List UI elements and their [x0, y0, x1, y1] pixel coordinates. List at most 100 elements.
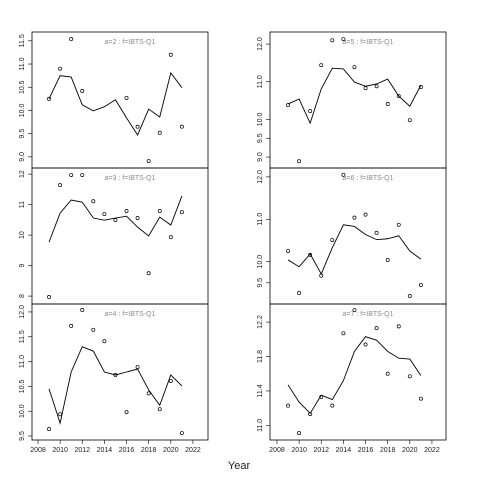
data-point: [341, 37, 346, 42]
x-tick-label: 2010: [52, 447, 68, 454]
y-tick-label: 9.5: [19, 431, 26, 441]
data-point: [297, 431, 302, 436]
y-tick-label: 9: [19, 264, 26, 268]
panel-title: a=5 : f=IBTS-Q1: [343, 39, 394, 46]
data-point: [157, 130, 162, 135]
y-tick-label: 9.0: [19, 152, 26, 162]
data-point: [135, 365, 140, 369]
data-point: [58, 183, 63, 188]
fit-line: [287, 67, 422, 125]
data-point: [297, 159, 302, 164]
y-tick-label: 12: [19, 170, 26, 178]
data-point: [146, 159, 151, 163]
data-point: [418, 396, 423, 401]
x-tick-label: 2016: [119, 447, 135, 454]
data-point: [385, 257, 390, 262]
panel-title: a=3 : f=IBTS-Q1: [105, 175, 156, 182]
data-point: [352, 65, 357, 69]
x-tick-label: 2020: [163, 447, 179, 454]
data-point: [102, 212, 107, 216]
y-tick-label: 12.0: [257, 170, 264, 184]
data-point: [69, 323, 74, 328]
x-tick-label: 2016: [358, 447, 374, 454]
data-point: [407, 374, 412, 379]
fit-line: [48, 71, 183, 137]
y-tick-label: 10.0: [19, 404, 26, 418]
data-point: [47, 427, 51, 432]
data-point: [179, 124, 184, 129]
data-point: [157, 209, 162, 213]
data-point: [374, 84, 379, 89]
data-point: [286, 249, 290, 253]
data-point: [168, 52, 173, 57]
y-tick-label: 8: [19, 294, 26, 298]
data-point: [80, 88, 85, 93]
y-tick-label: 12.2: [257, 315, 264, 329]
x-axis-label: Year: [228, 460, 251, 472]
data-point: [102, 339, 107, 344]
data-point: [286, 103, 290, 108]
data-point: [385, 371, 390, 376]
data-point: [80, 308, 85, 312]
y-tick-label: 9.5: [257, 278, 264, 288]
y-tick-label: 11: [19, 201, 26, 208]
data-point: [374, 230, 379, 235]
data-point: [135, 216, 140, 220]
x-tick-label: 2022: [185, 447, 201, 454]
y-tick-label: 11.0: [257, 213, 264, 226]
data-point: [363, 212, 368, 217]
y-tick-label: 11.5: [19, 330, 26, 343]
data-point: [157, 407, 162, 412]
panel-frame: [269, 303, 447, 441]
panel-title: a=4 : f=IBTS-Q1: [105, 311, 156, 318]
data-point: [374, 326, 379, 331]
y-tick-label: 11.4: [257, 384, 264, 397]
panel-title: a=7 : f=IBTS-Q1: [343, 311, 394, 318]
x-tick-label: 2014: [336, 447, 352, 454]
data-point: [179, 210, 184, 215]
data-point: [297, 291, 302, 295]
y-tick-label: 9.5: [19, 129, 26, 139]
data-point: [341, 172, 346, 177]
y-tick-label: 11.8: [257, 350, 264, 363]
data-point: [124, 209, 129, 213]
y-tick-label: 10.0: [257, 255, 264, 269]
x-tick-label: 2010: [291, 447, 307, 454]
x-tick-label: 2012: [313, 447, 329, 454]
data-point: [308, 109, 313, 114]
x-tick-label: 2012: [74, 447, 90, 454]
x-tick-label: 2008: [30, 447, 46, 454]
y-tick-label: 11.0: [257, 419, 264, 432]
data-point: [330, 38, 335, 43]
y-tick-label: 11.0: [19, 355, 26, 368]
data-point: [352, 308, 357, 312]
data-point: [146, 391, 151, 396]
fit-line: [48, 195, 183, 243]
data-point: [124, 95, 129, 100]
x-tick-label: 2008: [269, 447, 285, 454]
data-point: [407, 118, 412, 123]
data-point: [341, 331, 346, 336]
data-point: [308, 252, 313, 257]
data-point: [146, 271, 151, 276]
y-tick-label: 11.0: [257, 75, 264, 88]
data-point: [179, 431, 184, 436]
y-tick-label: 10: [19, 231, 26, 239]
panel-frame: [31, 303, 209, 441]
data-point: [286, 403, 290, 408]
panel-title: a=6 : f=IBTS-Q1: [343, 175, 394, 182]
data-point: [168, 235, 173, 240]
x-tick-label: 2018: [141, 447, 157, 454]
y-tick-label: 10.0: [19, 104, 26, 118]
data-point: [396, 324, 401, 329]
panel-title: a=2 : f=IBTS-Q1: [105, 39, 156, 46]
data-point: [91, 199, 96, 204]
y-tick-label: 10.0: [257, 112, 264, 126]
x-tick-label: 2022: [424, 447, 440, 454]
fit-line: [48, 346, 183, 425]
data-point: [385, 102, 390, 106]
data-point: [330, 238, 335, 242]
data-point: [113, 218, 118, 223]
data-point: [363, 342, 368, 347]
data-point: [168, 378, 173, 383]
